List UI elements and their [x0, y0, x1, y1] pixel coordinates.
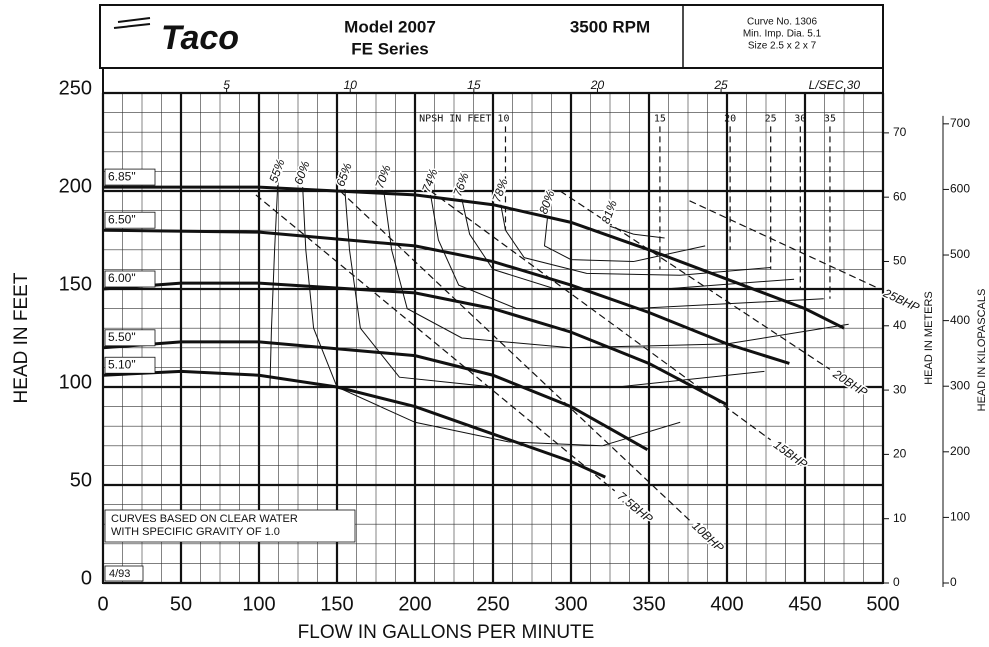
y-tick-label: 200 [59, 175, 92, 197]
npsh-label: 35 [824, 113, 836, 124]
x2-tick-label: 20 [590, 78, 605, 92]
y2-tick-label: 10 [893, 511, 907, 525]
y3-axis-title: HEAD IN KILOPASCALS [976, 289, 988, 412]
model: Model 2007 [344, 17, 436, 36]
y2-tick-label: 70 [893, 125, 907, 139]
impeller-label-box [104, 356, 156, 374]
impeller-label: 6.00" [108, 271, 136, 285]
rpm: 3500 RPM [570, 17, 650, 36]
y2-axis-title: HEAD IN METERS [923, 291, 935, 385]
npsh-label: 30 [794, 113, 806, 124]
y2-tick-label: 50 [893, 254, 907, 268]
x2-tick-label: L/SEC 30 [809, 78, 861, 92]
y3-tick-label: 500 [950, 247, 970, 261]
efficiency-curve [344, 189, 765, 388]
y-tick-label: 150 [59, 273, 92, 295]
x-axis-title: FLOW IN GALLONS PER MINUTE [298, 622, 595, 643]
x-tick-label: 50 [170, 593, 192, 615]
impeller-curve [102, 228, 790, 365]
bhp-label: 25BHP [880, 285, 921, 314]
y-tick-label: 50 [70, 469, 92, 491]
x-tick-label: 350 [632, 593, 665, 615]
y2-tick-label: 40 [893, 318, 907, 332]
min-imp: Min. Imp. Dia. 5.1 [743, 29, 822, 40]
date: 4/93 [109, 568, 130, 580]
impeller-label: 5.50" [108, 330, 136, 344]
efficiency-curve [269, 185, 279, 388]
impeller-curve [102, 281, 728, 406]
x2-tick-label: 10 [344, 78, 358, 92]
impeller-label: 6.85" [108, 169, 136, 183]
y2-tick-label: 60 [893, 189, 907, 203]
y3-tick-label: 600 [950, 182, 970, 196]
size: Size 2.5 x 2 x 7 [748, 41, 817, 52]
impeller-label: 5.10" [108, 357, 136, 371]
logo: Taco [161, 19, 239, 57]
x-tick-label: 150 [320, 593, 353, 615]
x-tick-label: 100 [242, 593, 275, 615]
x2-tick-label: 25 [713, 78, 728, 92]
y3-tick-label: 300 [950, 378, 970, 392]
y3-tick-label: 0 [950, 575, 957, 589]
note-box [104, 509, 356, 543]
x-tick-label: 0 [97, 593, 108, 615]
logo-stroke [117, 17, 151, 23]
x-tick-label: 400 [710, 593, 743, 615]
series: FE Series [351, 39, 429, 58]
y3-tick-label: 100 [950, 510, 970, 524]
impeller-curve [103, 185, 845, 330]
impeller-label-box [104, 211, 156, 229]
impeller-label-box [104, 329, 156, 347]
y-tick-label: 100 [59, 371, 92, 393]
efficiency-curve [302, 187, 681, 447]
impeller-label-box [104, 270, 156, 288]
efficiency-curve [430, 194, 824, 310]
y3-tick-label: 700 [950, 116, 970, 130]
x2-tick-label: 5 [223, 78, 230, 92]
npsh-label: NPSH IN FEET 10 [419, 113, 509, 124]
npsh-label: 25 [765, 113, 777, 124]
curve-no: Curve No. 1306 [747, 17, 817, 28]
bhp-line [255, 194, 616, 492]
y-tick-label: 0 [81, 567, 92, 589]
y-tick-label: 250 [59, 77, 92, 99]
bhp-line [689, 200, 881, 290]
efficiency-curve [543, 216, 706, 263]
y2-tick-label: 20 [893, 447, 907, 461]
y-axis-title: HEAD IN FEET [11, 272, 32, 403]
logo-stroke [113, 23, 151, 29]
x-tick-label: 300 [554, 593, 587, 615]
efficiency-curve [609, 225, 665, 239]
y2-tick-label: 0 [893, 575, 900, 589]
impeller-curve [102, 369, 606, 479]
y3-tick-label: 200 [950, 444, 970, 458]
x-tick-label: 250 [476, 593, 509, 615]
npsh-label: 20 [724, 113, 736, 124]
x-tick-label: 450 [788, 593, 821, 615]
bhp-line [430, 190, 772, 441]
note: CURVES BASED ON CLEAR WATER [111, 513, 298, 525]
efficiency-curve [461, 198, 795, 290]
date-box [104, 565, 144, 582]
x2-tick-label: 15 [467, 78, 481, 92]
impeller-curve [102, 340, 649, 452]
npsh-label: 15 [654, 113, 666, 124]
y2-tick-label: 30 [893, 382, 907, 396]
note: WITH SPECIFIC GRAVITY OF 1.0 [111, 526, 280, 538]
x-tick-label: 200 [398, 593, 431, 615]
bhp-line [559, 190, 831, 370]
impeller-label: 6.50" [108, 212, 136, 226]
impeller-label-box [104, 168, 156, 186]
y3-tick-label: 400 [950, 313, 970, 327]
efficiency-curve [500, 204, 771, 276]
x-tick-label: 500 [866, 593, 899, 615]
